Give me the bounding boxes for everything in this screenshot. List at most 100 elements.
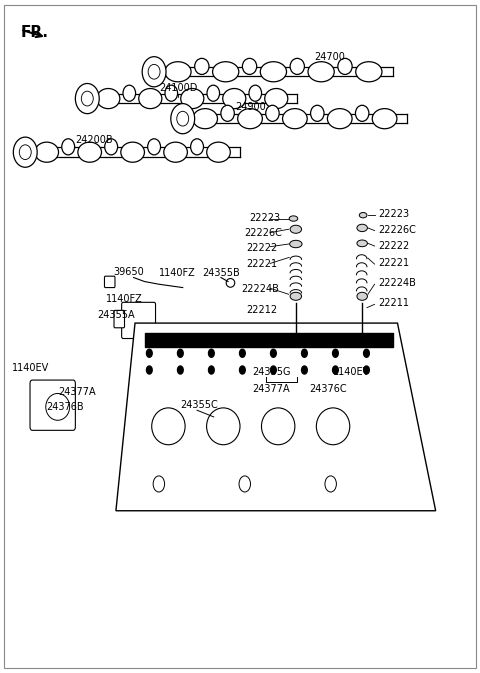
Ellipse shape — [357, 240, 367, 247]
Ellipse shape — [75, 83, 99, 114]
Text: 1140EV: 1140EV — [333, 367, 370, 377]
Ellipse shape — [242, 59, 257, 75]
Ellipse shape — [289, 240, 302, 248]
Ellipse shape — [164, 142, 187, 162]
Ellipse shape — [78, 142, 101, 162]
Ellipse shape — [357, 224, 367, 232]
Ellipse shape — [207, 85, 219, 101]
Ellipse shape — [357, 292, 367, 300]
Ellipse shape — [148, 65, 160, 79]
Text: 24355B: 24355B — [202, 267, 240, 277]
Ellipse shape — [13, 137, 37, 168]
Ellipse shape — [193, 108, 217, 129]
Text: 1140FZ: 1140FZ — [159, 267, 196, 277]
Text: 24900: 24900 — [235, 102, 266, 112]
Text: 24377A: 24377A — [59, 387, 96, 397]
Text: 24355C: 24355C — [180, 400, 218, 411]
Ellipse shape — [195, 59, 209, 75]
Ellipse shape — [105, 139, 118, 155]
Text: 22226C: 22226C — [378, 225, 416, 235]
Ellipse shape — [165, 62, 191, 82]
Circle shape — [240, 366, 245, 374]
Ellipse shape — [19, 145, 31, 160]
Ellipse shape — [238, 108, 263, 129]
FancyBboxPatch shape — [30, 380, 75, 430]
Ellipse shape — [290, 292, 301, 300]
Ellipse shape — [207, 142, 230, 162]
Text: 24200B: 24200B — [75, 135, 113, 145]
FancyBboxPatch shape — [121, 302, 156, 339]
FancyBboxPatch shape — [114, 310, 124, 328]
Circle shape — [178, 349, 183, 357]
Text: 24376B: 24376B — [47, 402, 84, 412]
Circle shape — [364, 366, 369, 374]
Text: 22212: 22212 — [246, 305, 277, 315]
Circle shape — [146, 366, 152, 374]
Ellipse shape — [356, 105, 369, 121]
Text: 24377A: 24377A — [252, 384, 289, 394]
Circle shape — [301, 349, 307, 357]
Ellipse shape — [290, 225, 301, 234]
Ellipse shape — [81, 92, 93, 106]
FancyBboxPatch shape — [259, 386, 286, 411]
Polygon shape — [116, 323, 436, 511]
Text: 24355G: 24355G — [252, 367, 290, 377]
Ellipse shape — [311, 105, 324, 121]
Text: 22211: 22211 — [378, 298, 409, 308]
Text: 22221: 22221 — [378, 258, 409, 268]
Circle shape — [208, 349, 214, 357]
Ellipse shape — [139, 89, 162, 108]
Ellipse shape — [181, 89, 204, 108]
Ellipse shape — [171, 104, 195, 134]
Ellipse shape — [35, 142, 59, 162]
Text: 1140EV: 1140EV — [12, 363, 49, 374]
Circle shape — [333, 366, 338, 374]
Text: 1140FZ: 1140FZ — [107, 293, 143, 304]
Ellipse shape — [327, 108, 352, 129]
Ellipse shape — [221, 105, 234, 121]
FancyBboxPatch shape — [300, 386, 326, 411]
Circle shape — [178, 366, 183, 374]
Ellipse shape — [283, 108, 307, 129]
Text: FR.: FR. — [21, 25, 48, 40]
Text: 24700: 24700 — [314, 52, 345, 62]
Ellipse shape — [165, 85, 178, 101]
Text: 22223: 22223 — [250, 213, 281, 223]
Circle shape — [271, 366, 276, 374]
Ellipse shape — [356, 62, 382, 82]
Ellipse shape — [177, 111, 189, 126]
Circle shape — [208, 366, 214, 374]
Circle shape — [240, 349, 245, 357]
Ellipse shape — [338, 59, 352, 75]
Ellipse shape — [142, 57, 166, 87]
FancyBboxPatch shape — [105, 276, 115, 287]
Text: 22221: 22221 — [246, 259, 277, 269]
Circle shape — [146, 349, 152, 357]
Ellipse shape — [290, 59, 304, 75]
Text: 22224B: 22224B — [378, 278, 416, 288]
Text: 24355A: 24355A — [97, 310, 134, 320]
Circle shape — [301, 366, 307, 374]
Circle shape — [333, 349, 338, 357]
Ellipse shape — [62, 139, 75, 155]
Ellipse shape — [265, 89, 288, 108]
Ellipse shape — [191, 139, 204, 155]
Ellipse shape — [121, 142, 144, 162]
Ellipse shape — [266, 105, 279, 121]
Ellipse shape — [360, 213, 367, 218]
Ellipse shape — [123, 85, 135, 101]
Text: 22222: 22222 — [246, 243, 277, 253]
Text: 22222: 22222 — [378, 242, 409, 252]
Text: 22226C: 22226C — [244, 228, 282, 238]
Ellipse shape — [372, 108, 397, 129]
Text: 24100D: 24100D — [159, 83, 197, 92]
Ellipse shape — [308, 62, 334, 82]
Ellipse shape — [97, 89, 120, 108]
Text: 39650: 39650 — [114, 267, 144, 277]
Ellipse shape — [289, 216, 298, 221]
Circle shape — [271, 349, 276, 357]
Ellipse shape — [226, 279, 235, 287]
Text: 24376C: 24376C — [309, 384, 347, 394]
Ellipse shape — [148, 139, 160, 155]
Text: 22223: 22223 — [378, 209, 409, 219]
